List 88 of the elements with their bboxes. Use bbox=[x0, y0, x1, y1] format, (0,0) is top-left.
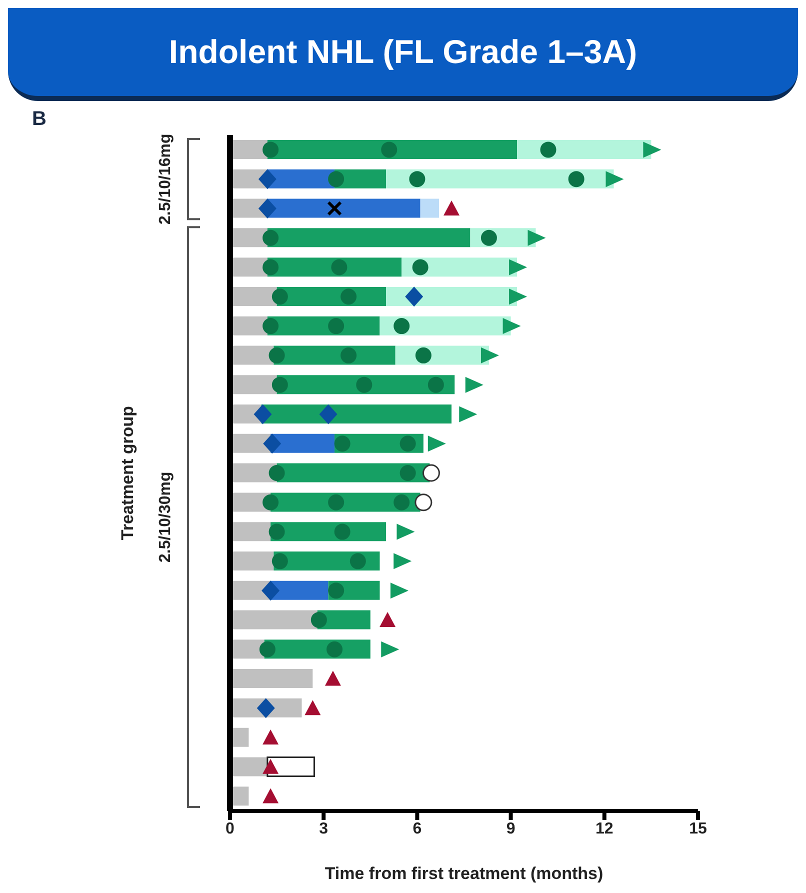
point bbox=[268, 347, 285, 364]
point bbox=[327, 200, 342, 216]
bar bbox=[261, 404, 452, 424]
text: 2.5/10/16mg bbox=[157, 134, 174, 224]
point bbox=[272, 376, 288, 393]
point bbox=[272, 288, 288, 305]
point bbox=[400, 436, 416, 452]
point bbox=[268, 465, 285, 481]
point bbox=[331, 259, 348, 276]
bar bbox=[270, 580, 328, 600]
point bbox=[262, 318, 279, 334]
point bbox=[328, 582, 344, 599]
point bbox=[262, 230, 279, 246]
point bbox=[262, 730, 279, 745]
point bbox=[304, 700, 321, 716]
point bbox=[262, 494, 279, 510]
point bbox=[350, 553, 366, 570]
point bbox=[326, 641, 343, 658]
text: 2.5/10/30mg bbox=[157, 472, 174, 562]
bar bbox=[267, 198, 420, 218]
point bbox=[509, 288, 528, 305]
point bbox=[328, 171, 344, 188]
point bbox=[480, 230, 497, 246]
point bbox=[509, 259, 528, 276]
bar bbox=[420, 198, 440, 218]
point bbox=[262, 259, 279, 276]
point bbox=[643, 142, 662, 158]
point bbox=[396, 524, 415, 540]
point bbox=[528, 230, 546, 246]
point bbox=[254, 404, 272, 424]
point bbox=[428, 376, 444, 393]
point bbox=[568, 171, 584, 188]
text: Treatment group bbox=[118, 406, 137, 540]
point bbox=[465, 376, 484, 393]
point bbox=[459, 406, 478, 422]
point bbox=[324, 670, 341, 686]
point bbox=[262, 758, 279, 774]
point bbox=[262, 788, 279, 804]
point bbox=[272, 553, 288, 570]
x-tick-label: 6 bbox=[412, 820, 422, 838]
point bbox=[328, 318, 344, 334]
point bbox=[414, 494, 432, 512]
point bbox=[334, 524, 350, 540]
point bbox=[394, 318, 410, 334]
point bbox=[340, 347, 357, 364]
point bbox=[405, 286, 424, 307]
x-tick-label: 15 bbox=[689, 820, 707, 838]
point bbox=[381, 142, 398, 158]
point bbox=[444, 200, 460, 216]
point bbox=[334, 436, 350, 452]
point bbox=[356, 376, 372, 393]
point bbox=[540, 142, 556, 158]
point bbox=[606, 171, 624, 188]
point bbox=[480, 347, 499, 364]
point bbox=[262, 142, 279, 158]
point bbox=[428, 436, 446, 452]
point bbox=[258, 198, 276, 218]
bar bbox=[267, 228, 470, 248]
point bbox=[394, 553, 412, 570]
point bbox=[380, 612, 396, 627]
bar bbox=[267, 140, 518, 159]
point bbox=[390, 582, 408, 599]
point bbox=[319, 404, 338, 424]
bar bbox=[270, 434, 335, 453]
point bbox=[381, 641, 400, 658]
point bbox=[310, 612, 327, 628]
x-tick-label: 12 bbox=[596, 820, 614, 838]
point bbox=[400, 465, 416, 481]
point bbox=[256, 698, 275, 718]
x-tick-label: 9 bbox=[506, 820, 516, 838]
point bbox=[412, 259, 428, 276]
panel-letter: B bbox=[32, 108, 46, 130]
point bbox=[258, 169, 276, 190]
x-tick-label: 0 bbox=[226, 820, 235, 838]
x-tick-label: 3 bbox=[319, 820, 328, 838]
point bbox=[268, 524, 285, 540]
point bbox=[262, 580, 280, 601]
point bbox=[422, 464, 440, 482]
point bbox=[263, 434, 282, 454]
point bbox=[502, 318, 521, 334]
point bbox=[394, 494, 410, 510]
point bbox=[409, 171, 426, 188]
chart-title: Indolent NHL (FL Grade 1–3A) bbox=[168, 33, 638, 71]
point bbox=[415, 347, 432, 364]
x-axis-title: Time from first treatment (months) bbox=[324, 864, 604, 883]
point bbox=[328, 494, 344, 510]
point bbox=[340, 288, 357, 305]
point bbox=[259, 641, 276, 658]
